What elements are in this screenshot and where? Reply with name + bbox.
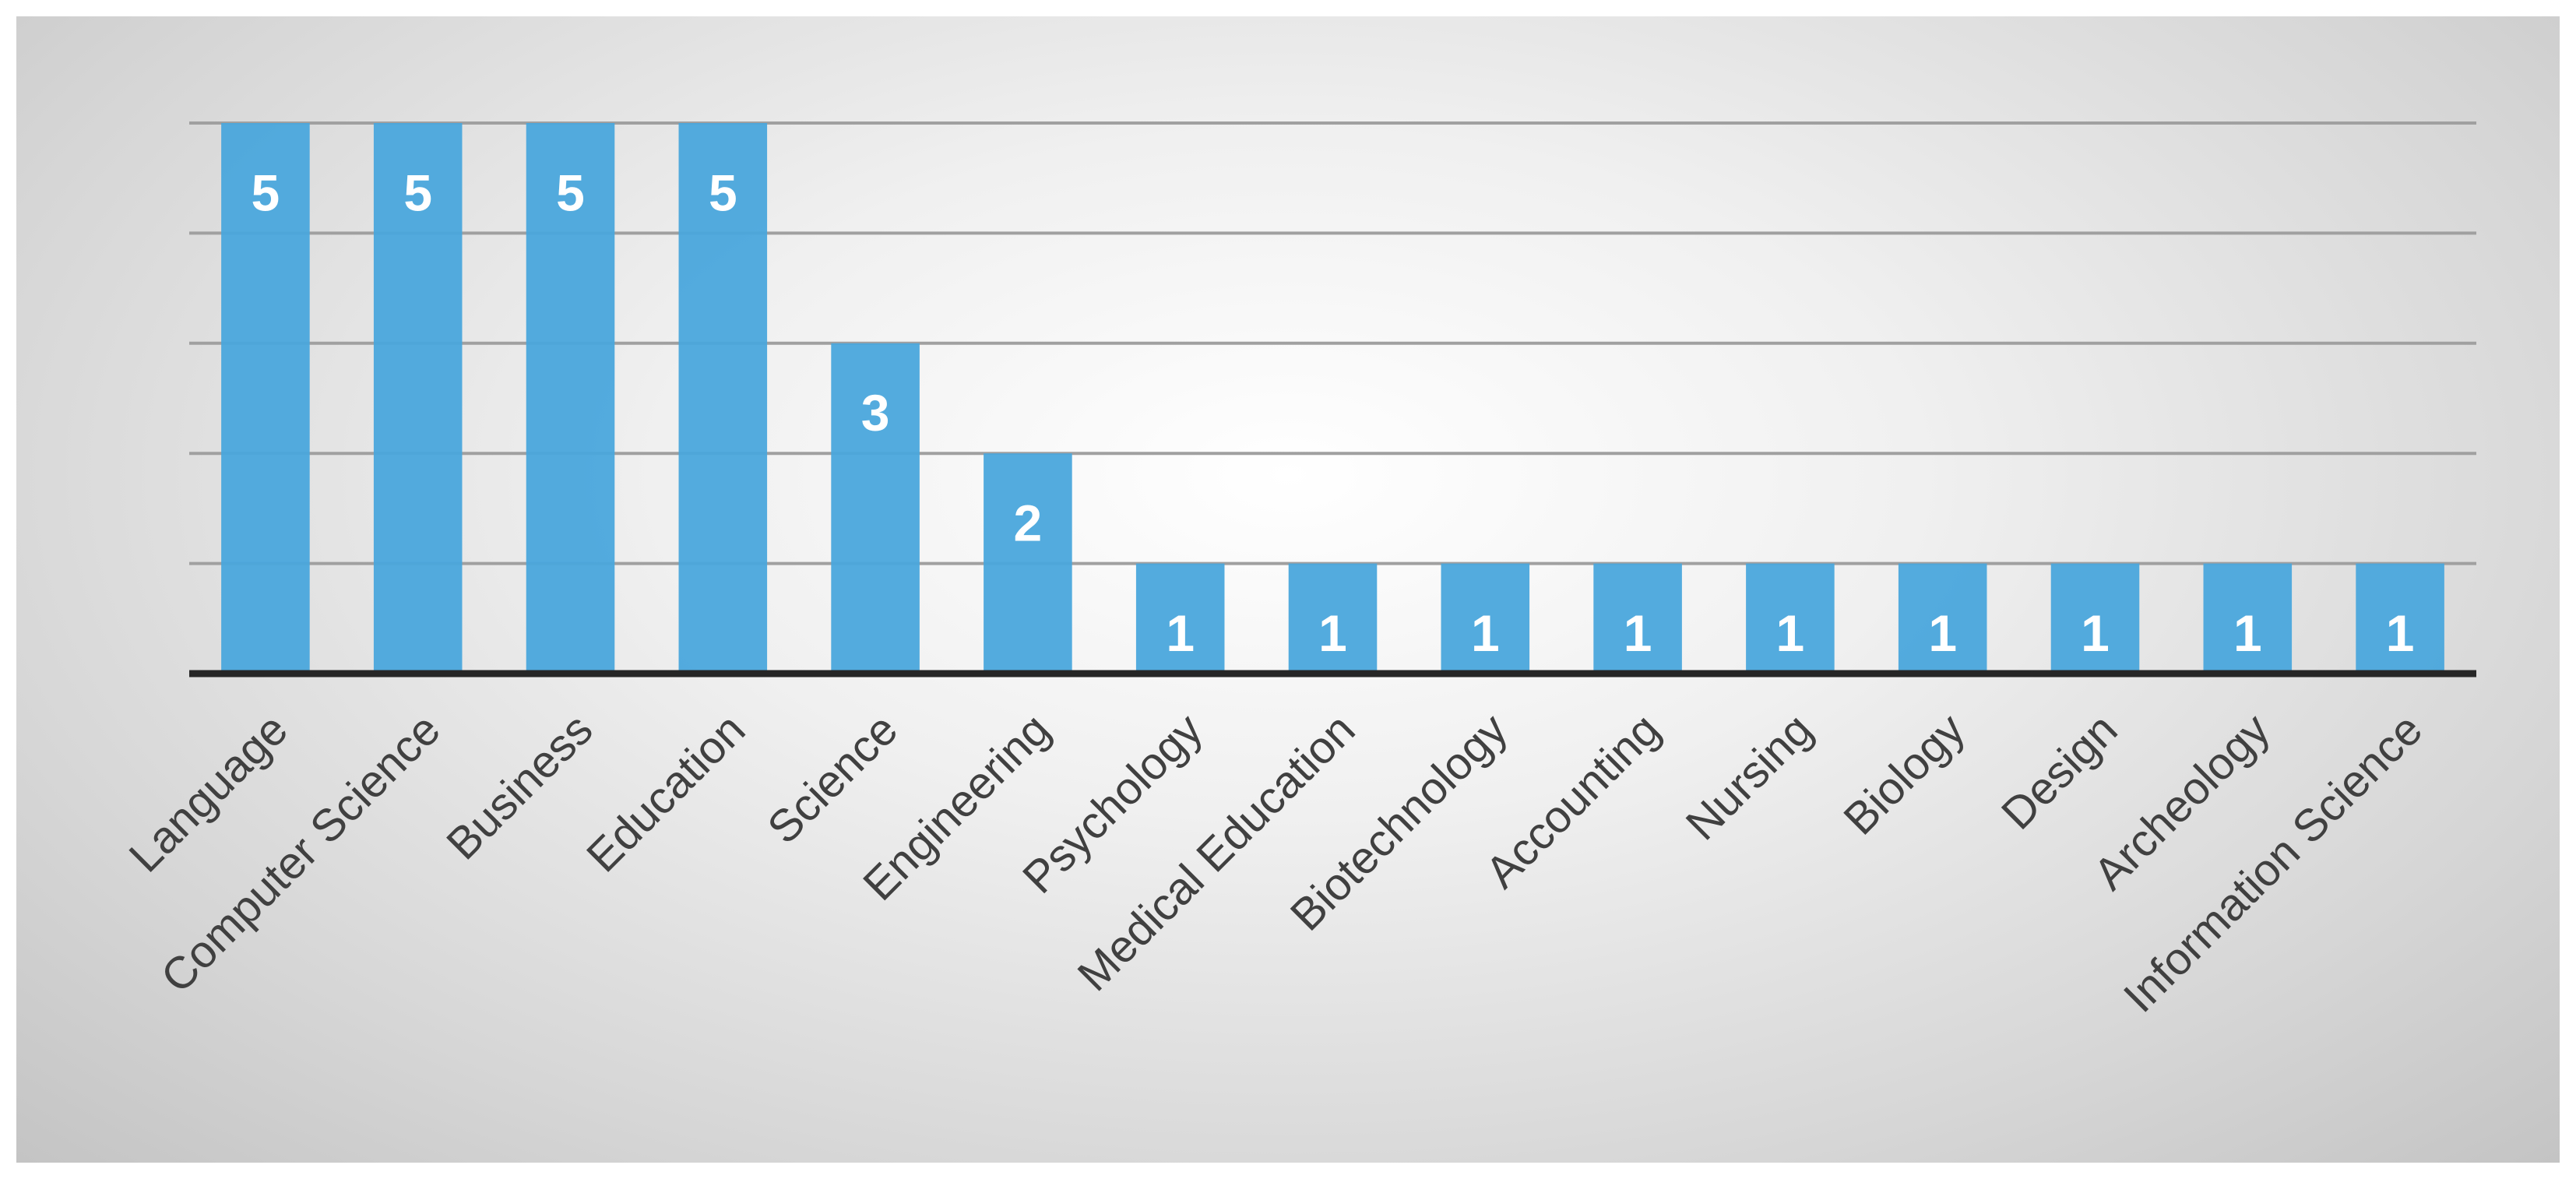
- bar: [1441, 563, 1530, 674]
- data-label: 1: [1624, 604, 1652, 662]
- bar: [373, 123, 463, 674]
- x-tick-label: Computer Science: [151, 704, 449, 1002]
- data-label: 1: [2081, 604, 2110, 662]
- bar: [1135, 563, 1225, 674]
- data-label: 1: [1776, 604, 1805, 662]
- x-tick-label: Biology: [1834, 704, 1974, 844]
- data-label: 1: [1318, 604, 1347, 662]
- data-label: 1: [1471, 604, 1500, 662]
- x-tick-label: Information Science: [2114, 704, 2432, 1022]
- bar: [831, 343, 920, 674]
- bar: [1593, 563, 1682, 674]
- x-tick-label: Education: [577, 704, 755, 882]
- x-tick-label: Design: [1992, 704, 2127, 839]
- data-label: 1: [1166, 604, 1195, 662]
- bar: [526, 123, 615, 674]
- data-label: 1: [1928, 604, 1957, 662]
- data-label: 5: [403, 164, 432, 221]
- bar: [2356, 563, 2444, 674]
- bar: [221, 123, 310, 674]
- x-tick-label: Nursing: [1677, 704, 1822, 850]
- x-tick-label: Medical Education: [1068, 704, 1364, 1001]
- data-label: 5: [709, 164, 737, 221]
- bar: [1898, 563, 1987, 674]
- bar: [2203, 563, 2293, 674]
- data-label: 5: [556, 164, 585, 221]
- x-tick-label: Science: [758, 704, 907, 853]
- bar: [2050, 563, 2140, 674]
- data-label: 1: [2233, 604, 2262, 662]
- data-label: 3: [861, 384, 890, 442]
- data-label: 5: [252, 164, 280, 221]
- data-label: 2: [1014, 494, 1043, 552]
- bar: [1288, 563, 1378, 674]
- data-label: 1: [2386, 604, 2415, 662]
- bar: [678, 123, 768, 674]
- bar: [984, 453, 1072, 674]
- bar: [1746, 563, 1835, 674]
